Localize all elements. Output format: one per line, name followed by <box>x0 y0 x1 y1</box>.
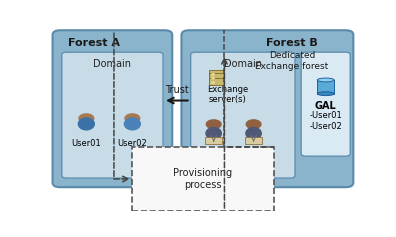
Text: Domain: Domain <box>224 59 262 69</box>
Text: User01: User01 <box>71 139 101 148</box>
Text: Provisioning
process: Provisioning process <box>173 168 232 190</box>
Circle shape <box>212 82 214 83</box>
Bar <box>132 147 274 211</box>
FancyBboxPatch shape <box>191 52 295 178</box>
FancyBboxPatch shape <box>209 78 225 85</box>
Text: -User01
-User02: -User01 -User02 <box>309 111 342 131</box>
Text: User01
Mailbox: User01 Mailbox <box>198 156 230 176</box>
Circle shape <box>79 114 94 123</box>
Text: Trust: Trust <box>165 85 189 95</box>
Text: Dedicated
Exchange forest: Dedicated Exchange forest <box>255 51 329 71</box>
Ellipse shape <box>78 118 94 130</box>
Text: GAL: GAL <box>315 101 337 111</box>
Circle shape <box>212 77 214 79</box>
Circle shape <box>125 114 140 123</box>
Text: Exchange
server(s): Exchange server(s) <box>207 85 248 105</box>
Text: Forest B: Forest B <box>266 38 318 48</box>
Bar <box>317 80 334 94</box>
Text: User02
Mailbox: User02 Mailbox <box>237 156 270 176</box>
FancyBboxPatch shape <box>181 30 353 187</box>
Ellipse shape <box>246 128 261 139</box>
Circle shape <box>246 120 261 129</box>
Text: Domain: Domain <box>93 59 131 69</box>
FancyBboxPatch shape <box>62 52 163 178</box>
FancyBboxPatch shape <box>53 30 172 187</box>
Ellipse shape <box>124 118 140 130</box>
FancyBboxPatch shape <box>209 73 225 80</box>
Ellipse shape <box>206 128 221 139</box>
Circle shape <box>206 120 221 129</box>
Ellipse shape <box>317 92 334 96</box>
FancyBboxPatch shape <box>209 69 225 77</box>
Text: Forest A: Forest A <box>68 38 120 48</box>
Text: User02: User02 <box>118 139 147 148</box>
Ellipse shape <box>317 78 334 82</box>
FancyBboxPatch shape <box>301 52 350 156</box>
Circle shape <box>212 74 214 75</box>
FancyBboxPatch shape <box>245 137 262 144</box>
FancyBboxPatch shape <box>205 137 222 144</box>
